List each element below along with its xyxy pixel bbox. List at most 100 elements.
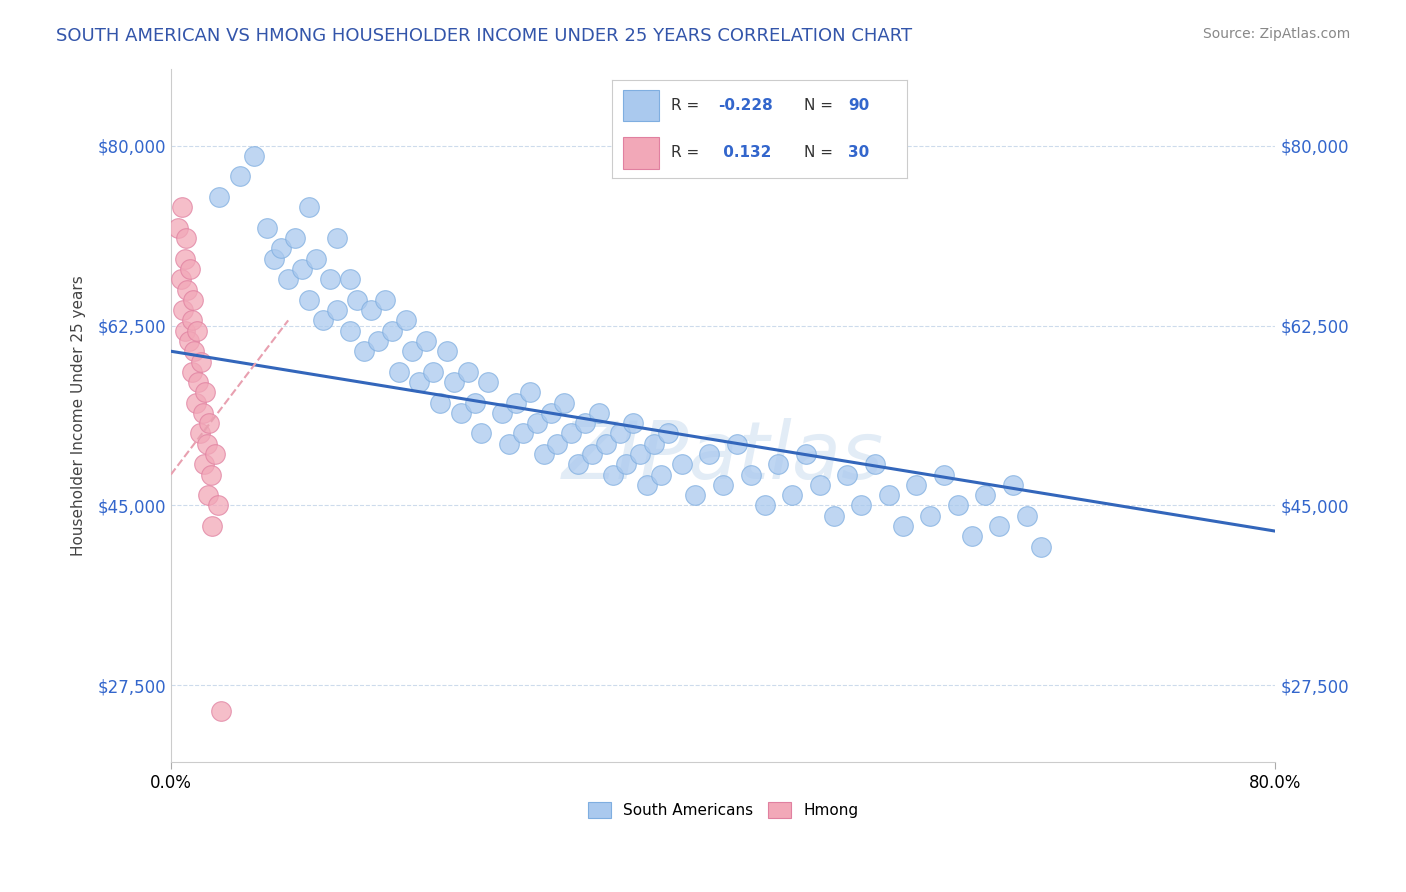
- Point: [740, 467, 762, 482]
- Text: Source: ZipAtlas.com: Source: ZipAtlas.com: [1202, 27, 1350, 41]
- Point: [305, 252, 328, 266]
- Point: [697, 447, 720, 461]
- Point: [325, 303, 347, 318]
- Point: [581, 447, 603, 461]
- Point: [588, 406, 610, 420]
- Point: [318, 272, 340, 286]
- Point: [685, 488, 707, 502]
- Point: [170, 200, 193, 214]
- Point: [1015, 508, 1038, 523]
- Point: [602, 467, 624, 482]
- Point: [905, 478, 928, 492]
- Point: [284, 231, 307, 245]
- Point: [186, 324, 208, 338]
- Point: [567, 458, 589, 472]
- Point: [560, 426, 582, 441]
- Point: [277, 272, 299, 286]
- Text: -0.228: -0.228: [718, 98, 773, 113]
- Point: [173, 324, 195, 338]
- Point: [200, 467, 222, 482]
- Point: [464, 395, 486, 409]
- Point: [849, 499, 872, 513]
- Point: [477, 375, 499, 389]
- Point: [408, 375, 430, 389]
- Point: [270, 242, 292, 256]
- Point: [533, 447, 555, 461]
- Point: [176, 283, 198, 297]
- Point: [574, 416, 596, 430]
- Point: [457, 365, 479, 379]
- Point: [863, 458, 886, 472]
- Point: [546, 436, 568, 450]
- Point: [422, 365, 444, 379]
- Point: [190, 354, 212, 368]
- Point: [553, 395, 575, 409]
- Point: [184, 395, 207, 409]
- Point: [208, 190, 231, 204]
- Point: [339, 324, 361, 338]
- Point: [498, 436, 520, 450]
- Point: [415, 334, 437, 348]
- Point: [201, 519, 224, 533]
- Point: [609, 426, 631, 441]
- Point: [291, 262, 314, 277]
- Point: [470, 426, 492, 441]
- Point: [166, 220, 188, 235]
- Point: [312, 313, 335, 327]
- Point: [768, 458, 790, 472]
- Point: [367, 334, 389, 348]
- Point: [519, 385, 541, 400]
- Point: [823, 508, 845, 523]
- Text: ZIPatlas: ZIPatlas: [562, 418, 884, 496]
- Point: [877, 488, 900, 502]
- Point: [256, 220, 278, 235]
- Point: [754, 499, 776, 513]
- Point: [169, 272, 191, 286]
- Point: [988, 519, 1011, 533]
- Point: [191, 406, 214, 420]
- Point: [339, 272, 361, 286]
- Point: [207, 499, 229, 513]
- Point: [229, 169, 252, 184]
- Point: [179, 262, 201, 277]
- Point: [381, 324, 404, 338]
- Point: [346, 293, 368, 307]
- Point: [650, 467, 672, 482]
- Point: [794, 447, 817, 461]
- Text: 90: 90: [848, 98, 869, 113]
- Point: [891, 519, 914, 533]
- Point: [1001, 478, 1024, 492]
- Point: [193, 458, 215, 472]
- Point: [512, 426, 534, 441]
- Point: [198, 416, 221, 430]
- Bar: [623, 137, 659, 169]
- Point: [628, 447, 651, 461]
- Point: [450, 406, 472, 420]
- Point: [837, 467, 859, 482]
- Point: [194, 385, 217, 400]
- Text: R =: R =: [671, 145, 704, 161]
- Point: [209, 704, 232, 718]
- Point: [505, 395, 527, 409]
- Text: N =: N =: [804, 145, 838, 161]
- Point: [181, 293, 204, 307]
- Point: [946, 499, 969, 513]
- Point: [183, 344, 205, 359]
- Point: [325, 231, 347, 245]
- Point: [177, 334, 200, 348]
- Point: [526, 416, 548, 430]
- Point: [636, 478, 658, 492]
- Point: [621, 416, 644, 430]
- Point: [195, 436, 218, 450]
- Point: [204, 447, 226, 461]
- Text: SOUTH AMERICAN VS HMONG HOUSEHOLDER INCOME UNDER 25 YEARS CORRELATION CHART: SOUTH AMERICAN VS HMONG HOUSEHOLDER INCO…: [56, 27, 912, 45]
- Point: [1029, 540, 1052, 554]
- Point: [657, 426, 679, 441]
- Point: [932, 467, 955, 482]
- Point: [388, 365, 411, 379]
- Text: R =: R =: [671, 98, 704, 113]
- Bar: [623, 90, 659, 121]
- Point: [298, 293, 321, 307]
- Point: [711, 478, 734, 492]
- Point: [187, 375, 209, 389]
